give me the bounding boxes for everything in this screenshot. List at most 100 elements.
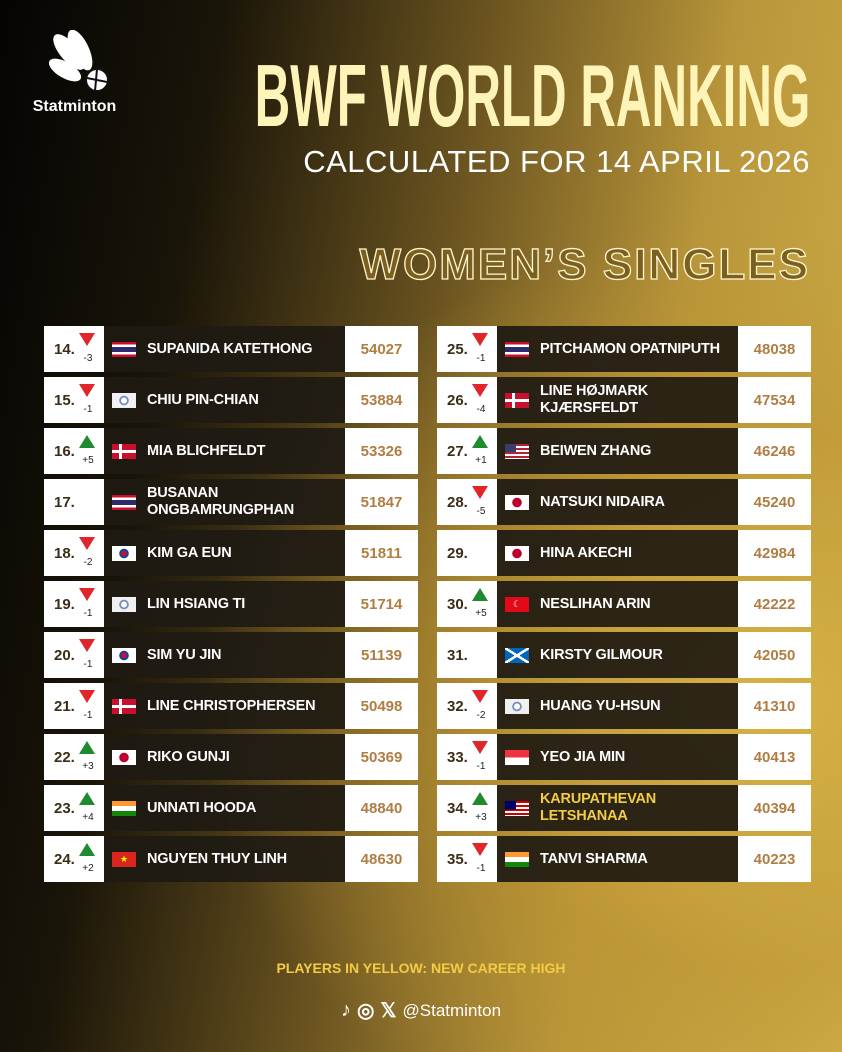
social-handle[interactable]: @Statminton [402, 1000, 502, 1020]
flag-th-icon [505, 341, 529, 357]
rank-number: 14. [54, 341, 75, 358]
rank-cell: 23. +4 [44, 785, 104, 831]
ranking-row: 21. -1 LINE CHRISTOPHERSEN 50498 [44, 683, 418, 729]
rank-cell: 32. -2 [437, 683, 497, 729]
player-cell: LIN HSIANG TI [104, 581, 345, 627]
player-cell: UNNATI HOODA [104, 785, 345, 831]
ranking-row: 33. -1 YEO JIA MIN 40413 [437, 734, 811, 780]
player-name: LINE CHRISTOPHERSEN [147, 697, 316, 714]
rank-change: +5 [475, 608, 487, 619]
trend-down-icon [472, 384, 488, 397]
points-cell: 48840 [345, 785, 418, 831]
player-name: PITCHAMON OPATNIPUTH [540, 340, 720, 357]
rank-number: 17. [54, 494, 75, 511]
flag-us-icon [505, 443, 529, 459]
player-cell: MIA BLICHFELDT [104, 428, 345, 474]
rank-change: -1 [83, 404, 93, 415]
player-cell: PITCHAMON OPATNIPUTH [497, 326, 738, 372]
points-cell: 51811 [345, 530, 418, 576]
player-name: KIRSTY GILMOUR [540, 646, 663, 663]
ranking-row: 22. +3 RIKO GUNJI 50369 [44, 734, 418, 780]
points-cell: 40394 [738, 785, 811, 831]
rank-number: 19. [54, 596, 75, 613]
points-cell: 53884 [345, 377, 418, 423]
player-cell: CHIU PIN-CHIAN [104, 377, 345, 423]
trend-up-icon [79, 435, 95, 448]
points-cell: 48630 [345, 836, 418, 882]
trend-down-icon [79, 333, 95, 346]
instagram-icon[interactable]: ◎ [356, 1000, 375, 1022]
rank-number: 30. [447, 596, 468, 613]
rank-cell: 34. +3 [437, 785, 497, 831]
trend-down-icon [472, 333, 488, 346]
flag-tpe-icon [112, 596, 136, 612]
trend-down-icon [472, 741, 488, 754]
rank-number: 26. [447, 392, 468, 409]
flag-th-icon [112, 341, 136, 357]
ranking-row: 20. -1 SIM YU JIN 51139 [44, 632, 418, 678]
trend-up-icon [472, 588, 488, 601]
points-cell: 53326 [345, 428, 418, 474]
rank-number: 20. [54, 647, 75, 664]
ranking-row: 28. -5 NATSUKI NIDAIRA 45240 [437, 479, 811, 525]
player-name: BUSANAN ONGBAMRUNGPHAN [147, 485, 295, 518]
player-name: NESLIHAN ARIN [540, 595, 651, 612]
rank-change: -1 [476, 761, 486, 772]
legend-note: PLAYERS IN YELLOW: NEW CAREER HIGH [276, 960, 566, 976]
player-cell: ☾ NESLIHAN ARIN [497, 581, 738, 627]
points-cell: 40223 [738, 836, 811, 882]
ranking-row: 35. -1 TANVI SHARMA 40223 [437, 836, 811, 882]
ranking-row: 34. +3 KARUPATHEVAN LETSHANAA 40394 [437, 785, 811, 831]
player-cell: HINA AKECHI [497, 530, 738, 576]
rank-cell: 27. +1 [437, 428, 497, 474]
points-cell: 48038 [738, 326, 811, 372]
rank-number: 29. [447, 545, 468, 562]
player-cell: RIKO GUNJI [104, 734, 345, 780]
trend-up-icon [79, 843, 95, 856]
rank-number: 27. [447, 443, 468, 460]
player-name: LIN HSIANG TI [147, 595, 246, 612]
player-name: KARUPATHEVAN LETSHANAA [540, 791, 657, 824]
tiktok-icon[interactable]: ♪ [340, 999, 351, 1021]
rank-change: -5 [476, 506, 486, 517]
ranking-row: 25. -1 PITCHAMON OPATNIPUTH 48038 [437, 326, 811, 372]
flag-in-icon [505, 851, 529, 867]
rank-cell: 22. +3 [44, 734, 104, 780]
player-name: LINE HØJMARK KJÆRSFELDT [540, 383, 648, 416]
player-cell: YEO JIA MIN [497, 734, 738, 780]
player-cell: SUPANIDA KATETHONG [104, 326, 345, 372]
x-icon[interactable]: 𝕏 [380, 1000, 397, 1022]
rank-cell: 31. [437, 632, 497, 678]
rank-number: 35. [447, 851, 468, 868]
social-bar: ♪ ◎ 𝕏 @Statminton [0, 998, 842, 1023]
ranking-row: 32. -2 HUANG YU-HSUN 41310 [437, 683, 811, 729]
points-cell: 42222 [738, 581, 811, 627]
trend-up-icon [79, 792, 95, 805]
points-cell: 51714 [345, 581, 418, 627]
ranking-row: 16. +5 MIA BLICHFELDT 53326 [44, 428, 418, 474]
rank-number: 21. [54, 698, 75, 715]
ranking-row: 31. KIRSTY GILMOUR 42050 [437, 632, 811, 678]
player-cell: SIM YU JIN [104, 632, 345, 678]
flag-dk-icon [505, 392, 529, 408]
rank-cell: 14. -3 [44, 326, 104, 372]
flag-dk-icon [112, 443, 136, 459]
points-cell: 51847 [345, 479, 418, 525]
player-cell: HUANG YU-HSUN [497, 683, 738, 729]
player-cell: TANVI SHARMA [497, 836, 738, 882]
rank-cell: 29. [437, 530, 497, 576]
flag-my-icon [505, 800, 529, 816]
player-cell: LINE CHRISTOPHERSEN [104, 683, 345, 729]
flag-sg-icon [505, 749, 529, 765]
trend-down-icon [79, 639, 95, 652]
rank-change: +3 [82, 761, 94, 772]
player-cell: KARUPATHEVAN LETSHANAA [497, 785, 738, 831]
player-name: HINA AKECHI [540, 544, 632, 561]
flag-vn-icon: ★ [112, 851, 136, 867]
trend-up-icon [79, 741, 95, 754]
ranking-row: 24. +2 ★ NGUYEN THUY LINH 48630 [44, 836, 418, 882]
rank-number: 18. [54, 545, 75, 562]
rank-change: +4 [82, 812, 94, 823]
points-cell: 42050 [738, 632, 811, 678]
points-cell: 50498 [345, 683, 418, 729]
